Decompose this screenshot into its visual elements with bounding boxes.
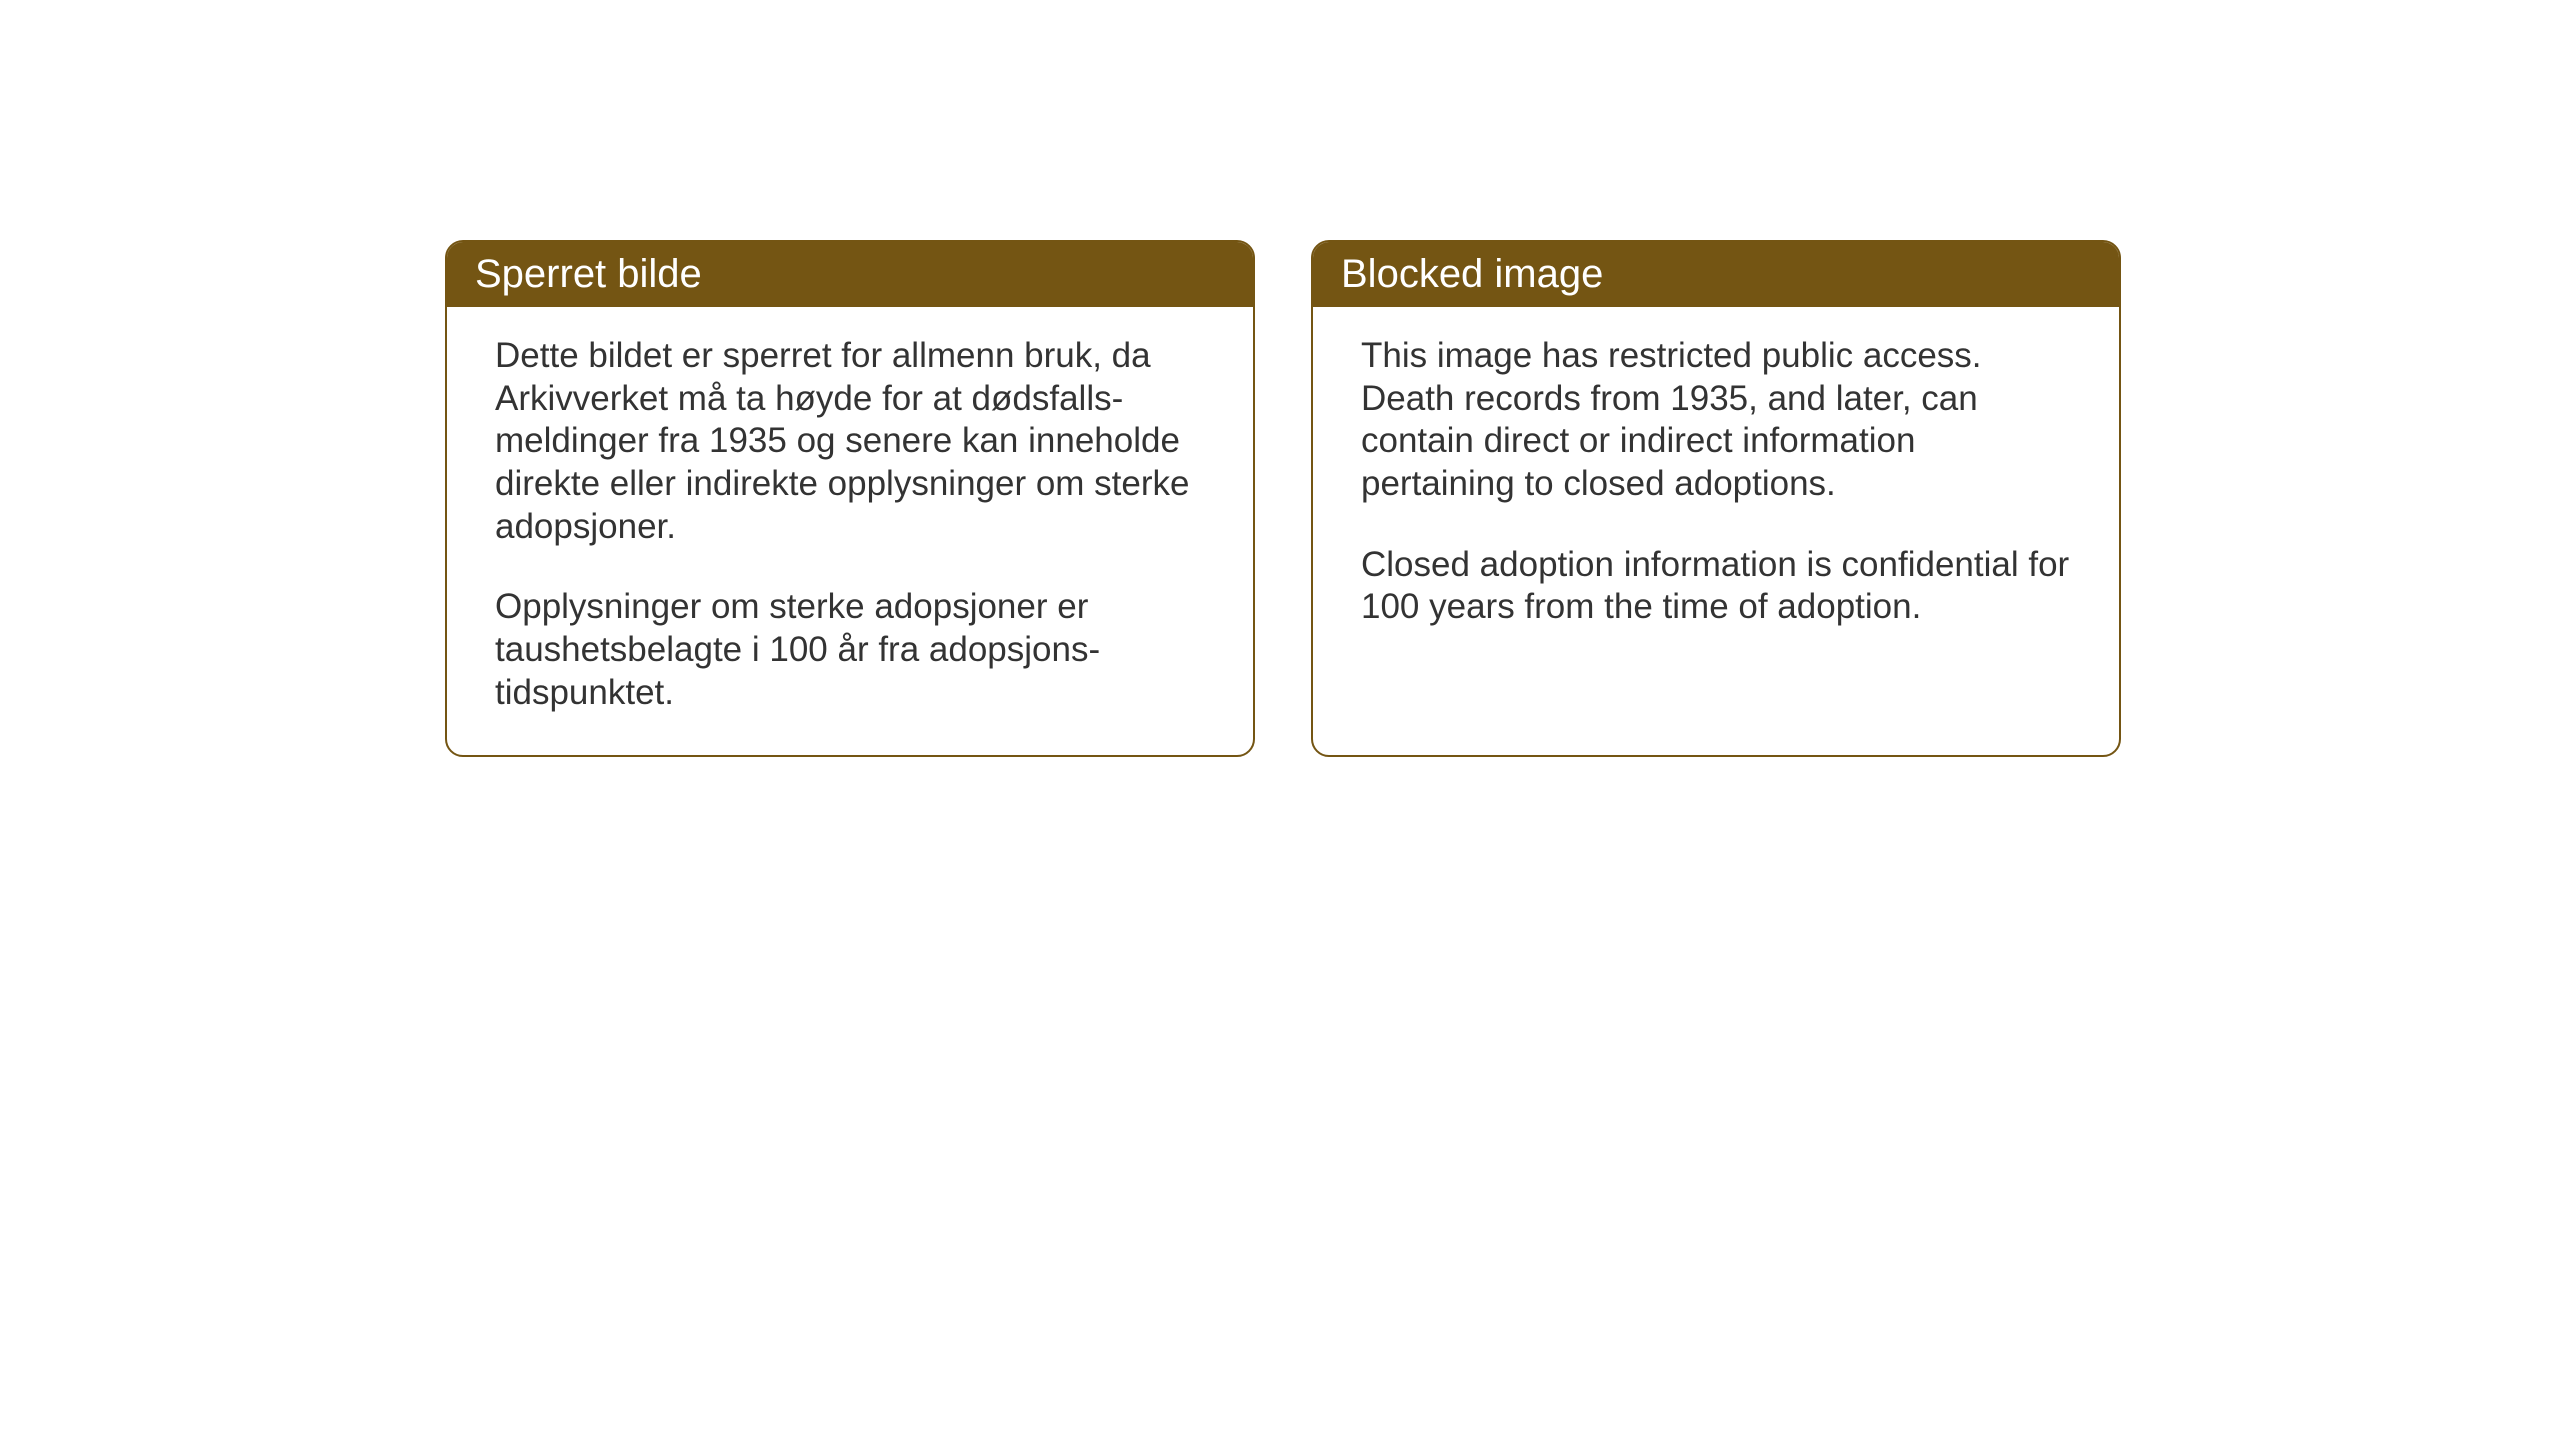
notice-body-norwegian: Dette bildet er sperret for allmenn bruk… (447, 307, 1253, 755)
notice-paragraph: Opplysninger om sterke adopsjoner er tau… (495, 586, 1205, 714)
notice-container: Sperret bilde Dette bildet er sperret fo… (445, 240, 2121, 757)
notice-card-norwegian: Sperret bilde Dette bildet er sperret fo… (445, 240, 1255, 757)
notice-card-english: Blocked image This image has restricted … (1311, 240, 2121, 757)
notice-paragraph: This image has restricted public access.… (1361, 335, 2071, 506)
notice-body-english: This image has restricted public access.… (1313, 307, 2119, 669)
notice-title-norwegian: Sperret bilde (447, 242, 1253, 307)
notice-paragraph: Dette bildet er sperret for allmenn bruk… (495, 335, 1205, 548)
notice-paragraph: Closed adoption information is confident… (1361, 544, 2071, 629)
notice-title-english: Blocked image (1313, 242, 2119, 307)
